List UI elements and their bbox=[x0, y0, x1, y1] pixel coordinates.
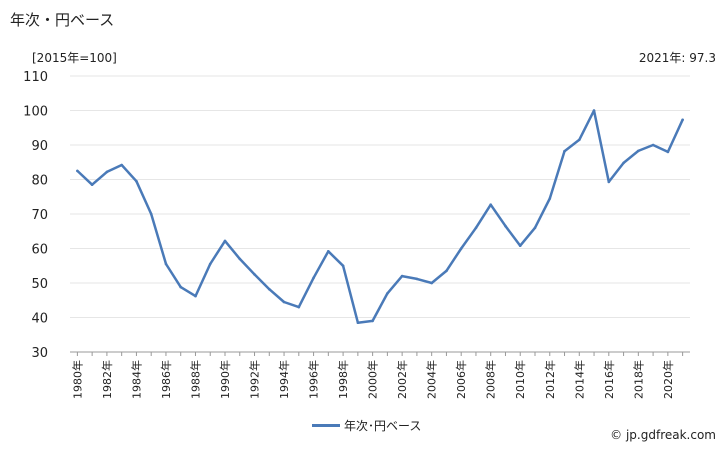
data-point bbox=[459, 247, 463, 250]
latest-value-label: 2021年: 97.3 bbox=[638, 51, 716, 65]
unit-label: [2015年=100] bbox=[32, 51, 117, 65]
x-tick-label: 1984年 bbox=[129, 360, 143, 399]
x-tick-label: 1980年 bbox=[70, 360, 84, 399]
data-point bbox=[578, 138, 581, 142]
data-point bbox=[637, 149, 640, 153]
x-tick-label: 2012年 bbox=[543, 360, 557, 399]
series-line bbox=[76, 109, 684, 324]
data-point bbox=[622, 161, 625, 165]
data-point bbox=[681, 118, 684, 122]
y-tick-label: 110 bbox=[23, 70, 48, 85]
data-point bbox=[445, 269, 448, 273]
data-point bbox=[607, 180, 611, 184]
data-point bbox=[90, 183, 94, 186]
data-point bbox=[548, 197, 552, 200]
y-tick-label: 30 bbox=[31, 346, 48, 361]
y-tick-label: 40 bbox=[31, 312, 48, 327]
x-tick-label: 2002年 bbox=[395, 360, 409, 399]
data-point bbox=[76, 169, 79, 173]
x-tick-label: 1992年 bbox=[248, 360, 262, 399]
chart-title: 年次・円ベース bbox=[10, 11, 115, 29]
data-point bbox=[282, 300, 286, 304]
y-tick-label: 50 bbox=[31, 277, 48, 292]
x-tick-label: 2020年 bbox=[661, 360, 675, 399]
y-tick-label: 70 bbox=[31, 208, 48, 223]
x-tick-label: 1982年 bbox=[100, 360, 114, 399]
data-point bbox=[356, 321, 360, 325]
data-point bbox=[563, 149, 566, 153]
legend-label: 年次･円ベース bbox=[344, 419, 422, 433]
data-point bbox=[430, 281, 434, 285]
x-tick-label: 1994年 bbox=[277, 360, 291, 399]
x-tick-label: 1998年 bbox=[336, 360, 350, 399]
x-tick-label: 2018年 bbox=[631, 360, 645, 399]
data-point bbox=[149, 212, 153, 216]
data-point bbox=[238, 257, 242, 261]
data-point bbox=[194, 294, 197, 298]
data-point bbox=[120, 163, 123, 167]
data-point bbox=[386, 292, 389, 295]
x-tick-label: 2004年 bbox=[425, 360, 439, 399]
x-tick-label: 1988年 bbox=[188, 360, 202, 399]
data-point bbox=[400, 274, 404, 278]
data-point bbox=[268, 287, 271, 291]
data-point bbox=[415, 277, 419, 281]
data-point bbox=[135, 179, 138, 183]
data-point bbox=[223, 239, 227, 243]
data-point bbox=[489, 203, 493, 206]
data-point bbox=[297, 305, 301, 309]
data-point bbox=[341, 264, 345, 268]
x-tick-label: 2000年 bbox=[366, 360, 380, 399]
x-tick-label: 2008年 bbox=[484, 360, 498, 399]
x-tick-label: 2006年 bbox=[454, 360, 468, 399]
data-point bbox=[651, 143, 655, 147]
x-tick-label: 1990年 bbox=[218, 360, 232, 399]
data-point bbox=[533, 226, 537, 230]
x-tick-label: 1986年 bbox=[159, 360, 173, 399]
data-point bbox=[371, 319, 374, 323]
data-point bbox=[666, 150, 670, 154]
data-point bbox=[312, 276, 315, 280]
data-point bbox=[208, 262, 212, 266]
x-tick-label: 2016年 bbox=[602, 360, 616, 399]
data-point bbox=[105, 170, 109, 174]
data-point bbox=[179, 285, 182, 289]
data-point bbox=[518, 244, 522, 247]
data-point bbox=[504, 224, 507, 228]
data-point bbox=[253, 273, 256, 276]
data-point bbox=[164, 262, 168, 266]
y-tick-label: 60 bbox=[31, 243, 48, 258]
data-point bbox=[327, 250, 330, 253]
legend: 年次･円ベース bbox=[312, 417, 421, 434]
data-point bbox=[592, 109, 596, 112]
source-credit: © jp.gdfreak.com bbox=[610, 428, 716, 442]
y-tick-label: 80 bbox=[31, 174, 48, 189]
data-point bbox=[474, 226, 478, 230]
x-tick-label: 1996年 bbox=[307, 360, 321, 399]
y-tick-label: 90 bbox=[31, 139, 48, 154]
y-tick-label: 100 bbox=[23, 105, 48, 120]
legend-swatch bbox=[312, 424, 340, 427]
x-tick-label: 2010年 bbox=[513, 360, 527, 399]
x-tick-label: 2014年 bbox=[572, 360, 586, 399]
